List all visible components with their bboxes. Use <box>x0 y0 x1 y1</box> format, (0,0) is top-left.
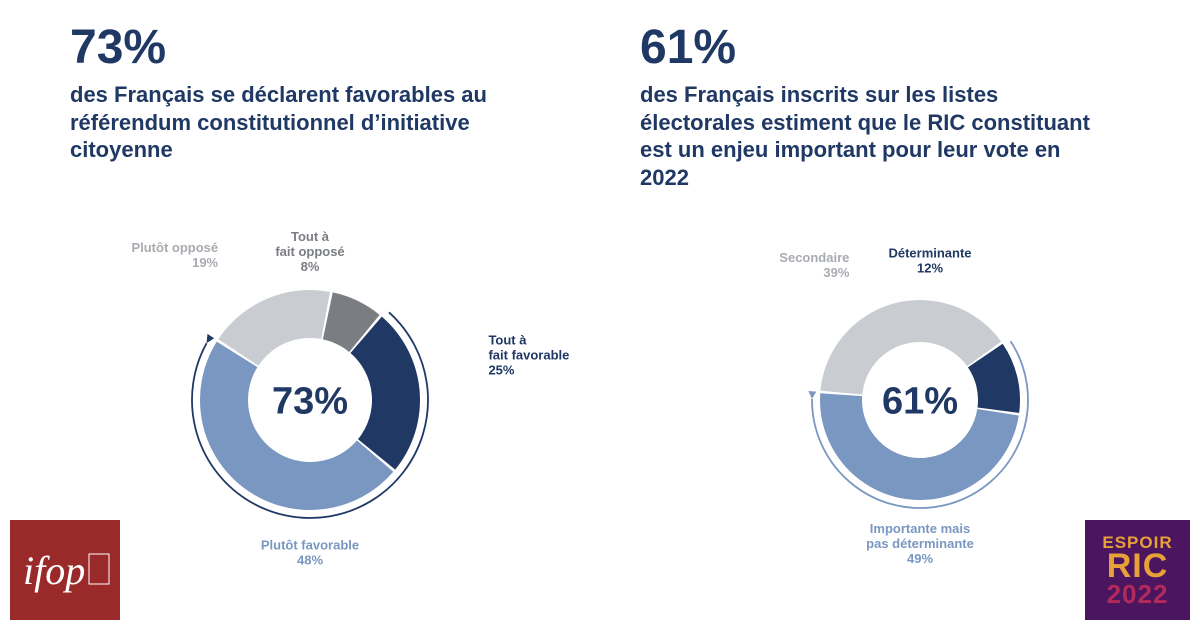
left-donut-center-label: 73% <box>272 380 348 422</box>
svg-text:Importante mais: Importante mais <box>870 521 970 536</box>
left-panel: 73% des Français se déclarent favorables… <box>70 20 610 182</box>
right-headline-text: des Français inscrits sur les listes éle… <box>640 81 1100 191</box>
espoir-ric-logo: ESPOIR RIC 2022 <box>1085 520 1190 620</box>
svg-text:19%: 19% <box>192 255 218 270</box>
left-donut-group-arrowhead <box>207 334 215 343</box>
svg-text:Plutôt opposé: Plutôt opposé <box>131 240 218 255</box>
svg-text:25%: 25% <box>488 363 514 378</box>
espoir-logo-line3: 2022 <box>1107 581 1169 607</box>
espoir-logo-line2: RIC <box>1107 549 1169 583</box>
left-headline-percent: 73% <box>70 20 610 75</box>
svg-text:Tout à: Tout à <box>291 229 330 244</box>
ifop-logo-text: ifop <box>23 548 85 593</box>
right-donut-center-label: 61% <box>882 380 958 422</box>
svg-text:pas déterminante: pas déterminante <box>866 536 974 551</box>
left-donut-label-2: Plutôt opposé19% <box>131 240 218 270</box>
right-headline-percent: 61% <box>640 20 1180 75</box>
left-donut-label-1: Plutôt favorable48% <box>261 538 359 568</box>
left-donut-label-3: Tout àfait opposé8% <box>275 229 344 274</box>
svg-text:Déterminante: Déterminante <box>888 246 971 261</box>
svg-text:39%: 39% <box>823 265 849 280</box>
left-donut-label-0: Tout àfait favorable25% <box>488 333 569 378</box>
svg-text:12%: 12% <box>917 261 943 276</box>
svg-text:fait opposé: fait opposé <box>275 244 344 259</box>
svg-text:Plutôt favorable: Plutôt favorable <box>261 538 359 553</box>
svg-text:Tout à: Tout à <box>488 333 527 348</box>
svg-text:48%: 48% <box>297 553 323 568</box>
left-headline-text: des Français se déclarent favorables au … <box>70 81 530 164</box>
right-panel: 61% des Français inscrits sur les listes… <box>640 20 1180 209</box>
right-donut-label-0: Déterminante12% <box>888 246 971 276</box>
right-donut-label-2: Secondaire39% <box>779 250 850 280</box>
ifop-logo-box <box>89 554 109 584</box>
svg-text:8%: 8% <box>301 259 320 274</box>
right-donut-label-1: Importante maispas déterminante49% <box>866 521 974 566</box>
svg-text:Secondaire: Secondaire <box>779 250 849 265</box>
svg-text:fait favorable: fait favorable <box>488 348 569 363</box>
svg-text:49%: 49% <box>907 551 933 566</box>
ifop-logo: ifop <box>10 520 120 620</box>
right-donut-group-arrowhead <box>808 391 816 399</box>
